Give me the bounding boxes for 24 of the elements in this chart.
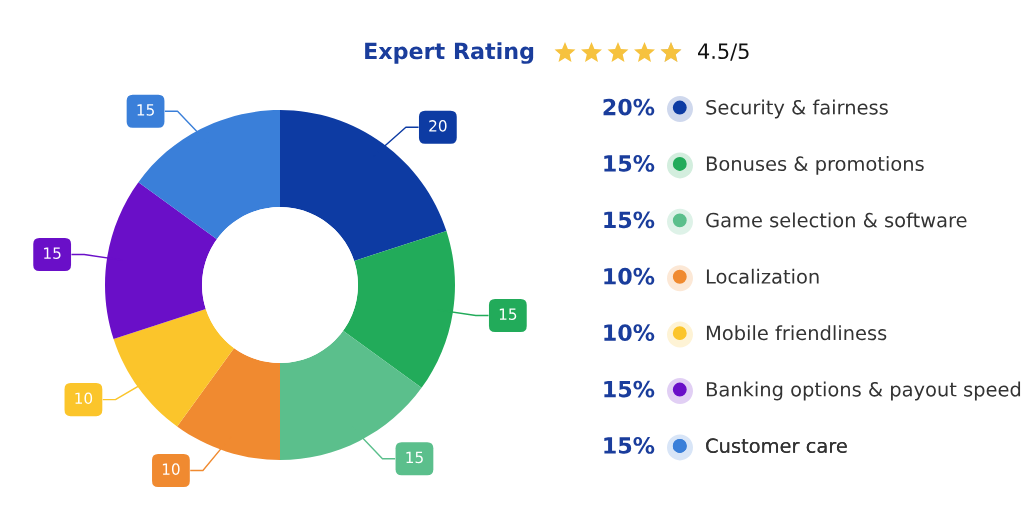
legend-label: Security & fairness: [706, 99, 888, 119]
legend-label: Mobile friendliness: [706, 325, 887, 341]
text: 15%: [604, 155, 655, 172]
chart-subtitle: 4.5/5: [698, 43, 749, 61]
legend-label: Bonuses & promotions: [706, 155, 924, 175]
data-label: 15: [499, 308, 517, 320]
text: 15%: [604, 437, 655, 454]
data-label: 15: [406, 451, 423, 464]
text: 15%: [604, 380, 655, 398]
data-label: 10: [162, 463, 180, 475]
legend-label: Localization: [706, 268, 819, 284]
data-label: 20: [429, 120, 447, 132]
text: 15%: [604, 211, 655, 229]
text: 10%: [604, 324, 655, 342]
data-label: 10: [75, 392, 93, 405]
text: 10%: [604, 267, 655, 285]
text: 20%: [603, 98, 655, 116]
legend-label: Game selection & software: [706, 212, 967, 228]
legend-label: Banking options & payout speed: [706, 381, 1021, 401]
donut-slice: [280, 110, 447, 261]
legend-label: Customer care: [706, 438, 847, 454]
data-label: 15: [137, 104, 154, 116]
chart-title: Expert Rating: [365, 42, 534, 64]
data-label: 15: [44, 247, 61, 259]
